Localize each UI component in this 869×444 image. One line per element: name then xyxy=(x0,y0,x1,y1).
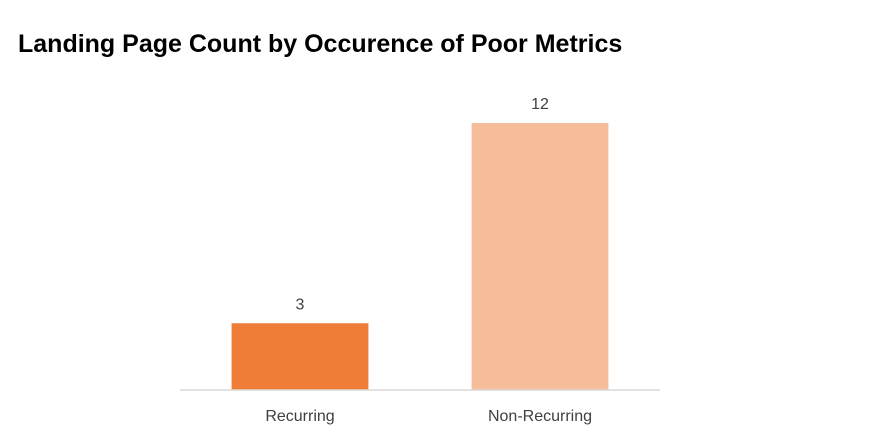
data-labels-group: 3 12 xyxy=(296,96,549,313)
chart-title: Landing Page Count by Occurence of Poor … xyxy=(18,30,623,58)
x-tick-labels-group: Recurring Non-Recurring xyxy=(265,408,592,425)
data-label: 3 xyxy=(296,296,305,313)
x-tick-label: Non-Recurring xyxy=(488,408,592,425)
data-label: 12 xyxy=(531,96,549,113)
x-tick-label: Recurring xyxy=(265,408,334,425)
bars-group xyxy=(231,123,609,390)
bar-recurring xyxy=(231,323,369,390)
bar-non-recurring xyxy=(471,123,609,390)
